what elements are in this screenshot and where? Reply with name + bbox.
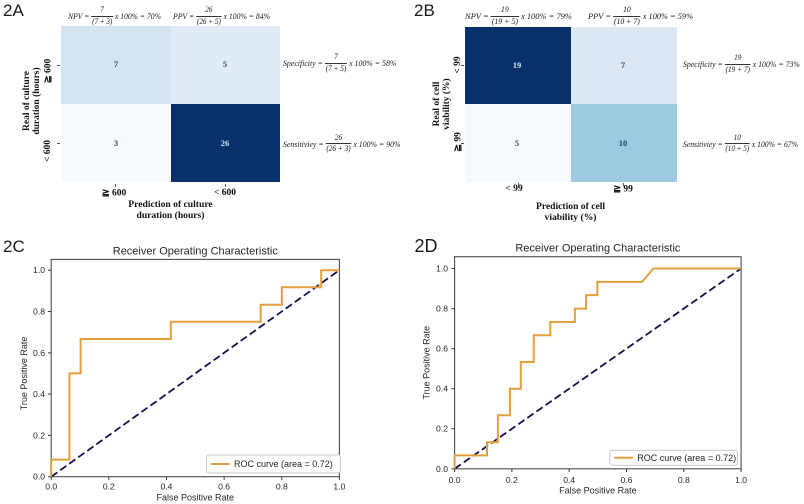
svg-text:0.4: 0.4	[33, 389, 45, 399]
svg-text:0.2: 0.2	[506, 475, 518, 485]
svg-text:0.6: 0.6	[33, 348, 45, 358]
svg-text:0.0: 0.0	[436, 464, 448, 474]
svg-text:0.4: 0.4	[161, 481, 173, 491]
svg-text:Receiver Operating Characteris: Receiver Operating Characteristic	[113, 246, 279, 258]
svg-text:0.0: 0.0	[449, 475, 461, 485]
svg-text:1.0: 1.0	[333, 481, 345, 491]
svg-text:Receiver Operating Characteris: Receiver Operating Characteristic	[515, 243, 681, 255]
svg-text:0.6: 0.6	[218, 481, 230, 491]
svg-text:0.4: 0.4	[563, 475, 575, 485]
svg-text:0.0: 0.0	[33, 472, 45, 482]
svg-text:ROC curve (area = 0.72): ROC curve (area = 0.72)	[234, 459, 333, 469]
svg-text:0.4: 0.4	[436, 384, 448, 394]
svg-text:ROC curve (area = 0.72): ROC curve (area = 0.72)	[637, 453, 736, 463]
svg-text:1.0: 1.0	[33, 265, 45, 275]
svg-text:0.2: 0.2	[103, 481, 115, 491]
svg-text:0.0: 0.0	[45, 481, 57, 491]
svg-text:0.2: 0.2	[436, 424, 448, 434]
svg-text:1.0: 1.0	[735, 475, 747, 485]
svg-text:False Positive Rate: False Positive Rate	[157, 492, 235, 502]
svg-text:0.6: 0.6	[436, 344, 448, 354]
svg-text:True Positive Rate: True Positive Rate	[422, 326, 432, 400]
svg-text:1.0: 1.0	[436, 264, 448, 274]
svg-text:0.8: 0.8	[33, 307, 45, 317]
svg-text:False Positive Rate: False Positive Rate	[559, 485, 637, 495]
svg-text:0.2: 0.2	[33, 430, 45, 440]
svg-text:0.8: 0.8	[678, 475, 690, 485]
svg-text:0.6: 0.6	[621, 475, 633, 485]
svg-text:True Positive Rate: True Positive Rate	[19, 337, 29, 411]
svg-text:0.8: 0.8	[436, 304, 448, 314]
svg-text:0.8: 0.8	[276, 481, 288, 491]
